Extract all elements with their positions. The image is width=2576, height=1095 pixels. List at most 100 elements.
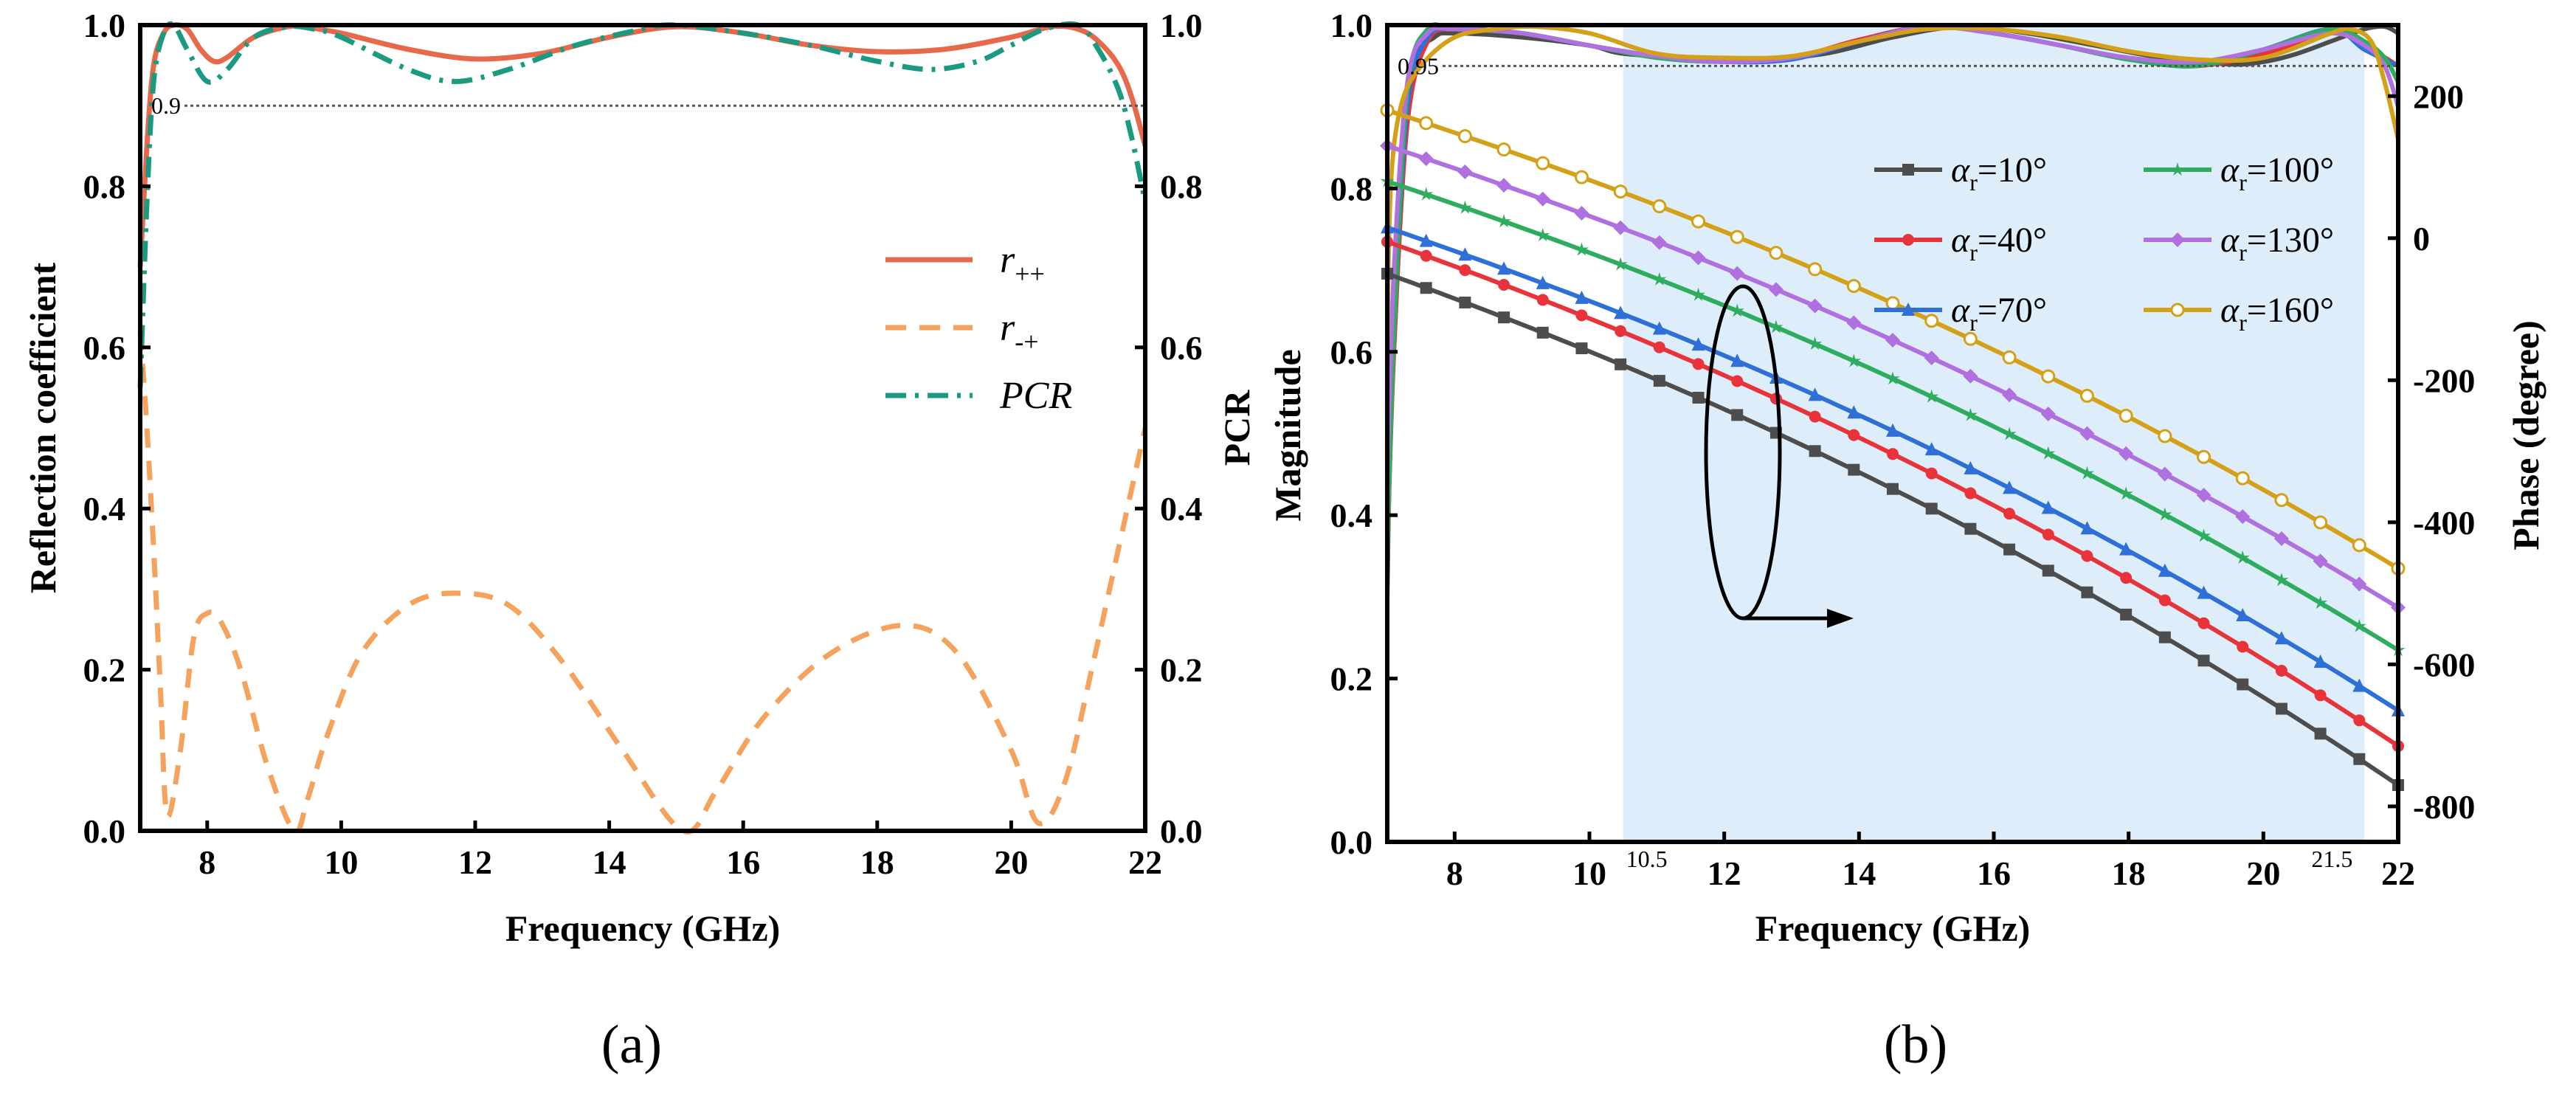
- band-label-left: 10.5: [1626, 846, 1668, 872]
- marker: [1924, 350, 1939, 366]
- marker: [2041, 446, 2056, 460]
- phase-markers-6: [1380, 103, 2406, 576]
- panel-b-label: (b): [1884, 1015, 1947, 1075]
- marker: [1886, 423, 1899, 437]
- x-tick-label: 20: [994, 843, 1028, 881]
- panel-b-reference-line: 0.95: [1398, 52, 2398, 79]
- marker: [2352, 678, 2366, 692]
- legend-label-sub: r: [2239, 169, 2247, 196]
- marker: [1575, 342, 1588, 355]
- marker: [1848, 463, 1860, 476]
- marker: [1925, 467, 1938, 480]
- marker: [2170, 162, 2185, 176]
- marker: [2079, 388, 2094, 403]
- y-tick-label: 0.0: [1330, 823, 1373, 861]
- marker: [1535, 191, 1550, 207]
- legend-label-main: α: [1951, 151, 1970, 190]
- marker: [2197, 654, 2210, 667]
- marker: [1885, 296, 1900, 311]
- marker: [2002, 387, 2017, 403]
- marker: [2313, 654, 2327, 669]
- y2-tick-label: 0: [2413, 220, 2430, 258]
- x-tick-label: 22: [1128, 843, 1162, 881]
- x-tick-label: 22: [2381, 854, 2415, 892]
- legend-label-main: α: [2220, 221, 2240, 260]
- marker: [1902, 234, 1914, 246]
- marker: [2041, 500, 2055, 514]
- marker: [1615, 358, 1627, 370]
- legend-label-sub: r: [1969, 239, 1978, 266]
- legend-label-sub: r: [2239, 239, 2247, 266]
- marker: [2235, 471, 2250, 486]
- marker: [1536, 326, 1549, 339]
- marker: [1457, 129, 1472, 144]
- marker: [2197, 449, 2211, 464]
- marker: [1651, 235, 1667, 250]
- x-tick-label: 18: [2112, 854, 2146, 892]
- legend-label-sub: r: [1969, 309, 1978, 336]
- legend-label: r++: [1000, 239, 1045, 289]
- marker: [1964, 460, 1978, 474]
- legend-label-main: α: [2220, 291, 2240, 330]
- marker: [1457, 164, 1473, 179]
- y2-tick-label: 0.6: [1160, 329, 1203, 367]
- x-tick-label: 10: [324, 843, 358, 881]
- marker: [2158, 507, 2172, 521]
- marker: [2352, 618, 2366, 632]
- legend-label-main: r: [1000, 239, 1015, 281]
- legend-label: αr=100°: [2220, 151, 2334, 196]
- annotation-arrowhead: [1827, 609, 1854, 628]
- marker: [2196, 488, 2211, 503]
- marker: [2237, 640, 2249, 653]
- marker: [1575, 242, 1589, 256]
- marker: [1885, 371, 1900, 385]
- x-tick-label: 8: [198, 843, 215, 881]
- marker: [2275, 702, 2287, 715]
- y-tick-label: 0.2: [1330, 660, 1373, 698]
- legend-label: PCR: [999, 375, 1072, 417]
- marker: [1653, 375, 1665, 387]
- marker: [1730, 229, 1744, 244]
- panel-a-ticks: 8 10 12 14 16 18 20 220.00.20.40.60.81.00.00.20…: [83, 7, 1203, 881]
- marker: [1613, 220, 1629, 235]
- panel-b-ticks: 8 10 12 14 16 18 20 22 0.0 0.2 0.4 0.6 0.8 1.0 -800 -60…: [1330, 7, 2476, 892]
- legend-label-main: α: [2220, 151, 2240, 190]
- marker: [1420, 249, 1432, 262]
- y-tick-label: 0.4: [83, 490, 126, 528]
- marker: [2081, 586, 2093, 598]
- panel-b-series: [1380, 22, 2406, 791]
- y-tick-label: 0.8: [1330, 170, 1373, 207]
- marker: [1924, 442, 1938, 456]
- marker: [1924, 314, 1939, 328]
- marker: [2002, 350, 2017, 365]
- marker: [1536, 275, 1550, 289]
- legend-label-main: α: [1951, 221, 1970, 260]
- marker: [2274, 631, 2288, 645]
- marker: [1807, 298, 1823, 314]
- marker: [2235, 550, 2250, 564]
- marker: [2273, 531, 2289, 546]
- marker: [1902, 303, 1915, 316]
- marker: [1574, 170, 1589, 184]
- marker: [1574, 205, 1589, 221]
- panel-a-plot-frame: [138, 23, 1147, 833]
- marker: [2002, 426, 2017, 441]
- band-label-right: 21.5: [2311, 846, 2352, 872]
- marker: [1809, 410, 1821, 423]
- y2-tick-label: 200: [2413, 77, 2464, 115]
- legend-label: αr=40°: [1951, 221, 2047, 266]
- marker: [2003, 543, 2016, 556]
- legend-label-rest: =70°: [1978, 291, 2047, 330]
- legend-label-main: PCR: [999, 375, 1072, 417]
- marker: [2081, 550, 2093, 562]
- marker: [1808, 262, 1823, 277]
- marker: [2119, 446, 2134, 461]
- y-tick-label: 0.6: [1330, 334, 1373, 371]
- marker: [1496, 214, 1511, 228]
- panel-b-xlabel: Frequency (GHz): [1755, 908, 2031, 949]
- legend-label: αr=70°: [1951, 291, 2047, 336]
- series-line-1: [137, 22, 1148, 267]
- marker: [1963, 407, 1978, 421]
- marker: [1652, 199, 1667, 214]
